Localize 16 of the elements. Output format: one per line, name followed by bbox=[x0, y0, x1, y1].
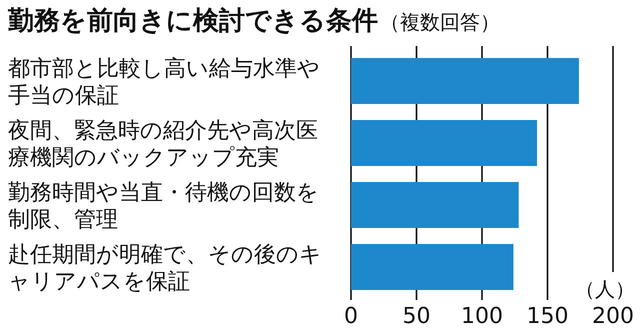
y-tick-label: 都市部と比較し高い給与水準や手当の保証 bbox=[8, 56, 320, 108]
y-tick-label: 勤務時間や当直・待機の回数を制限、管理 bbox=[8, 180, 319, 232]
y-tick-label: 赴任期間が明確で、その後のキャリアパスを保証 bbox=[8, 242, 322, 294]
x-tick-label: 0 bbox=[344, 304, 358, 329]
x-tick-label: 50 bbox=[402, 304, 430, 329]
chart-subtitle: （複数回答） bbox=[380, 10, 500, 34]
bar bbox=[351, 58, 579, 104]
chart-title: 勤務を前向きに検討できる条件 bbox=[7, 6, 378, 36]
x-tick-label: 150 bbox=[526, 304, 568, 329]
bar bbox=[351, 182, 519, 228]
x-tick-label: 200 bbox=[592, 304, 634, 329]
x-axis-title: （人） bbox=[575, 277, 635, 301]
x-tick-label: 100 bbox=[461, 304, 503, 329]
bar bbox=[351, 244, 514, 290]
y-tick-label: 夜間、緊急時の紹介先や高次医療機関のバックアップ充実 bbox=[8, 118, 318, 170]
bar bbox=[351, 120, 538, 166]
